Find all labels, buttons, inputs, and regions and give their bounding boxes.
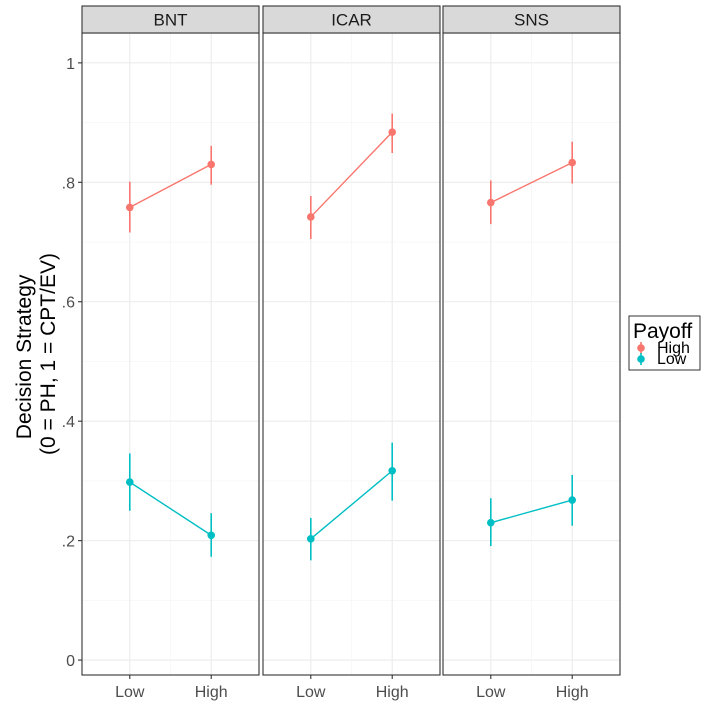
series-line-low [310,470,393,540]
data-point-low [125,478,134,486]
data-point-high [486,198,495,207]
data-point-high [388,128,397,136]
data-point-low [486,518,495,527]
facet-strip [442,5,621,34]
x-tick-label: Low [296,684,326,701]
facet-label-icar: ICAR [331,11,372,30]
y-tick-label: .4 [62,414,75,431]
x-tick-label: High [376,684,409,701]
panel-bnt: BNT Low High [81,5,260,701]
data-point-high [207,160,216,169]
y-tick-label: .6 [62,295,75,312]
legend-label-low: Low [657,351,687,368]
data-point-low [388,466,397,475]
panel-sns: SNS Low High [442,5,621,701]
facet-label-sns: SNS [514,11,549,30]
facet-strip [262,5,441,34]
data-point-high [306,213,315,221]
x-tick-label: Low [476,684,506,701]
series-line-low [129,481,212,536]
data-point-low [306,535,315,543]
data-point-low [568,496,577,504]
y-tick-label: .8 [62,175,75,192]
series-line-high [490,161,573,204]
panel-icar: ICAR Low High [262,5,441,701]
series-line-low [490,499,573,524]
y-tick-label: .2 [62,534,75,551]
legend-key-point-high [637,344,645,352]
legend-title: Payoff [633,320,692,343]
y-tick-label: 0 [66,653,75,670]
data-point-high [568,158,577,167]
x-tick-label: Low [115,684,145,701]
y-axis-title-line-1: Decision Strategy [13,274,36,439]
data-point-high [125,203,134,212]
data-point-low [207,531,216,540]
y-axis-title: Decision Strategy (0 = PH, 1 = CPT/EV) [13,253,60,455]
series-line-high [310,131,393,218]
legend-key-point-low [637,355,645,363]
legend-label-high: High [657,340,690,357]
series-line-high [129,163,212,209]
x-tick-label: High [556,684,589,701]
y-axis-title-line-2: (0 = PH, 1 = CPT/EV) [37,253,60,455]
y-tick-label: 1 [66,56,75,73]
facet-label-bnt: BNT [154,11,188,30]
facet-strip [81,5,260,34]
x-tick-label: High [195,684,228,701]
